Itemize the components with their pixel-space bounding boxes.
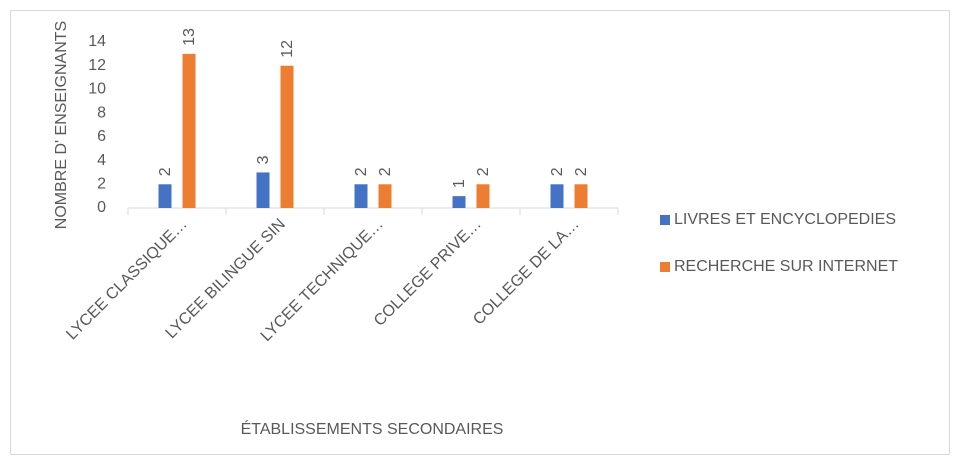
bar bbox=[378, 184, 392, 208]
data-label: 2 bbox=[573, 167, 590, 176]
data-label: 2 bbox=[549, 167, 566, 176]
y-tick-label: 14 bbox=[88, 33, 106, 50]
bar bbox=[158, 184, 172, 208]
data-label: 2 bbox=[353, 167, 370, 176]
y-tick-label: 6 bbox=[97, 128, 106, 145]
bar bbox=[354, 184, 368, 208]
legend-label: LIVRES ET ENCYCLOPEDIES bbox=[674, 211, 896, 228]
y-tick-label: 4 bbox=[97, 152, 106, 169]
y-tick-label: 2 bbox=[97, 176, 106, 193]
data-label: 13 bbox=[181, 28, 198, 46]
bar bbox=[280, 65, 294, 208]
y-axis-title: NOMBRE D' ENSEIGNANTS bbox=[53, 21, 70, 229]
y-tick-label: 12 bbox=[88, 57, 106, 74]
y-tick-label: 0 bbox=[97, 199, 106, 216]
bar bbox=[550, 184, 564, 208]
data-label: 1 bbox=[451, 179, 468, 188]
data-label: 2 bbox=[475, 167, 492, 176]
bar bbox=[574, 184, 588, 208]
bar bbox=[182, 53, 196, 208]
legend-swatch bbox=[660, 262, 670, 272]
bar bbox=[476, 184, 490, 208]
data-label: 2 bbox=[157, 167, 174, 176]
data-label: 2 bbox=[377, 167, 394, 176]
chart-border bbox=[10, 10, 950, 455]
legend-swatch bbox=[660, 215, 670, 225]
x-axis-title: ÉTABLISSEMENTS SECONDAIRES bbox=[241, 419, 504, 438]
legend-label: RECHERCHE SUR INTERNET bbox=[674, 258, 898, 275]
y-tick-label: 8 bbox=[97, 104, 106, 121]
bar bbox=[256, 172, 270, 208]
y-tick-label: 10 bbox=[88, 81, 106, 98]
data-label: 3 bbox=[255, 155, 272, 164]
bar bbox=[452, 196, 466, 208]
data-label: 12 bbox=[279, 40, 296, 58]
